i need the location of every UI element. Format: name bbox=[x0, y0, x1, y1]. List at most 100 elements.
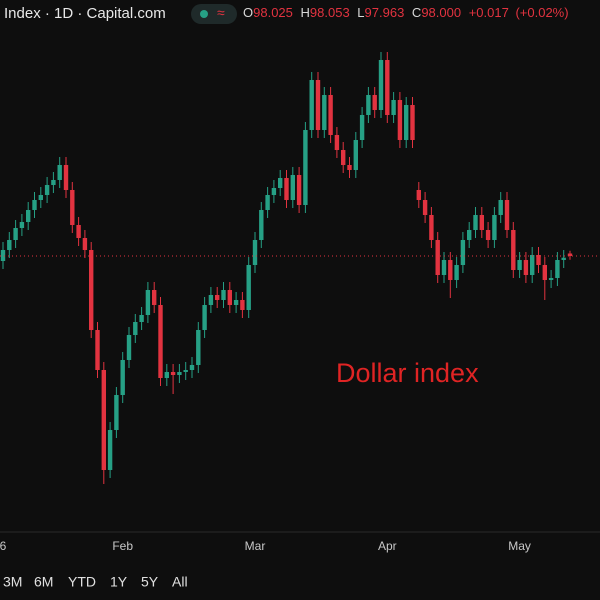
candle-body bbox=[32, 200, 37, 210]
candle-body bbox=[51, 180, 56, 185]
status-pill bbox=[191, 4, 237, 24]
candle-body bbox=[296, 175, 302, 205]
candle-body bbox=[555, 260, 560, 278]
status-dot bbox=[200, 10, 208, 18]
o-label: O bbox=[243, 5, 253, 20]
candle-body bbox=[7, 240, 12, 250]
candle-body bbox=[139, 315, 144, 322]
candle-body bbox=[145, 290, 151, 315]
candle-body bbox=[57, 165, 62, 180]
candle-body bbox=[504, 200, 510, 230]
c-label: C bbox=[412, 5, 421, 20]
candle-body bbox=[19, 222, 25, 228]
candle-body bbox=[561, 257, 566, 260]
candle-body bbox=[548, 278, 554, 280]
candle-body bbox=[202, 305, 207, 330]
candle-body bbox=[473, 215, 478, 230]
candle-body bbox=[101, 370, 106, 470]
candle-body bbox=[114, 395, 119, 430]
candle-body bbox=[334, 135, 340, 150]
candle-body bbox=[454, 265, 459, 280]
plot bbox=[0, 52, 600, 484]
candle-body bbox=[240, 300, 245, 310]
range-button[interactable]: YTD bbox=[68, 574, 96, 590]
x-tick-label: May bbox=[508, 539, 531, 553]
candle-body bbox=[485, 230, 491, 240]
candle-body bbox=[416, 190, 421, 200]
candle-body bbox=[328, 95, 333, 135]
h-label: H bbox=[301, 5, 310, 20]
candle-body bbox=[530, 255, 535, 275]
candle-body bbox=[82, 238, 88, 250]
range-button[interactable]: 1Y bbox=[110, 574, 128, 590]
candle-body bbox=[523, 260, 529, 275]
candle-body bbox=[404, 105, 409, 140]
annotation: Dollar index bbox=[336, 358, 479, 388]
candle-body bbox=[265, 195, 270, 210]
candle-body bbox=[467, 230, 472, 240]
candle-body bbox=[13, 228, 18, 240]
c-value: 98.000 bbox=[421, 5, 461, 20]
candle-body bbox=[366, 95, 371, 115]
ohlc: O98.025 H98.053 L97.963 C98.000 +0.017 (… bbox=[243, 5, 569, 20]
candle-body bbox=[353, 140, 358, 170]
candle-body bbox=[196, 330, 201, 365]
candle-body bbox=[429, 215, 434, 240]
range-bar: 3M 6M YTD 1Y 5Y All bbox=[3, 574, 188, 590]
change: +0.017 bbox=[469, 5, 509, 20]
h-value: 98.053 bbox=[310, 5, 350, 20]
candle-body bbox=[309, 80, 314, 130]
candle-body bbox=[372, 95, 377, 110]
range-button[interactable]: All bbox=[172, 574, 188, 590]
candle-body bbox=[359, 115, 365, 140]
range-button[interactable]: 6M bbox=[34, 574, 53, 590]
symbol: Index · 1D · Capital.com bbox=[4, 5, 166, 22]
candle-body bbox=[435, 240, 440, 275]
candle-body bbox=[76, 225, 81, 238]
candle-body bbox=[233, 300, 239, 305]
range-button[interactable]: 3M bbox=[3, 574, 22, 590]
candle-body bbox=[517, 260, 522, 270]
header: Index · 1D · Capital.com ≈ O98.025 H98.0… bbox=[4, 4, 569, 24]
range-button[interactable]: 5Y bbox=[141, 574, 159, 590]
candle-body bbox=[441, 260, 447, 275]
candle-body bbox=[567, 253, 573, 256]
candle-body bbox=[536, 255, 541, 265]
candle-body bbox=[347, 165, 352, 170]
x-tick-label: Feb bbox=[112, 539, 133, 553]
candle-body bbox=[170, 372, 176, 375]
candle-body bbox=[246, 265, 251, 310]
candle-body bbox=[133, 322, 138, 335]
change-pct: (+0.02%) bbox=[515, 5, 568, 20]
candle-body bbox=[95, 330, 100, 370]
candle-body bbox=[252, 240, 258, 265]
candle-body bbox=[189, 365, 195, 370]
candle-body bbox=[44, 185, 50, 195]
candle-body bbox=[397, 100, 403, 140]
candle-body bbox=[278, 178, 283, 188]
candle-body bbox=[152, 290, 157, 305]
candle-body bbox=[107, 430, 113, 470]
status-icon: ≈ bbox=[217, 5, 225, 21]
candle-body bbox=[208, 295, 214, 305]
candle-body bbox=[164, 372, 169, 378]
candle-body bbox=[221, 290, 226, 300]
candle-body bbox=[70, 190, 75, 225]
candle-body bbox=[38, 195, 43, 200]
candle-body bbox=[511, 230, 516, 270]
candle-body bbox=[542, 265, 547, 280]
candle-body bbox=[183, 370, 188, 372]
candle-body bbox=[290, 175, 295, 200]
x-tick-label: Mar bbox=[245, 539, 266, 553]
candle-body bbox=[177, 372, 182, 375]
candle-body bbox=[303, 130, 308, 205]
x-tick-label: 6 bbox=[0, 539, 7, 553]
candle-body bbox=[126, 335, 132, 360]
candle-body bbox=[227, 290, 232, 305]
candle-body bbox=[341, 150, 346, 165]
candle-body bbox=[448, 260, 453, 280]
candle-body bbox=[391, 100, 396, 115]
candle-body bbox=[0, 250, 6, 261]
